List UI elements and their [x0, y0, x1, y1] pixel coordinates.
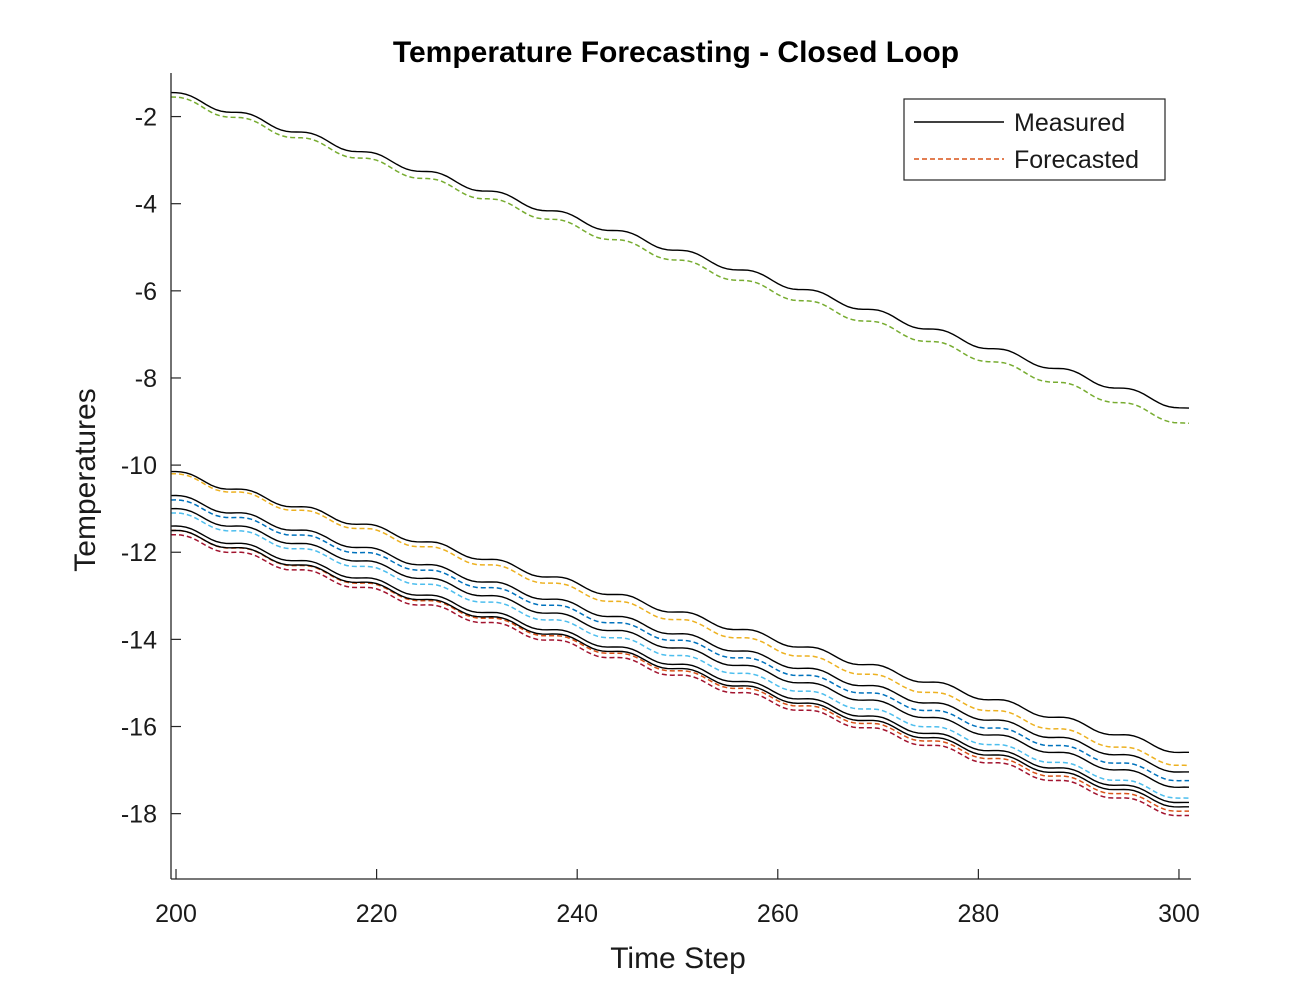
x-tick-label: 220: [356, 900, 398, 928]
series-layer: [170, 91, 1190, 817]
forecasted-series-line-6: [170, 533, 1189, 817]
y-tick-label: -18: [121, 801, 157, 829]
measured-series-line-6: [170, 529, 1189, 808]
measured-series-line-4: [170, 507, 1190, 789]
measured-series-line-2: [171, 470, 1189, 754]
measured-series-line-3: [170, 494, 1189, 773]
legend-box: [903, 98, 1166, 181]
x-axis-ticks: 200 220 240 260 280 300: [155, 869, 1200, 928]
x-tick-label: 240: [556, 900, 598, 928]
y-tick-label: -16: [121, 714, 157, 742]
x-tick-label: 300: [1158, 900, 1200, 928]
legend: Measured Forecasted: [903, 98, 1166, 181]
forecasted-series-line-4: [171, 512, 1190, 799]
legend-measured-label: Measured: [1014, 109, 1125, 137]
measured-series-line-5: [170, 525, 1189, 804]
y-tick-label: -6: [135, 278, 157, 306]
y-axis-ticks: -2 -4 -6 -8 -10 -12 -14 -16 -18: [121, 104, 181, 829]
y-tick-label: -14: [121, 626, 157, 654]
x-tick-label: 200: [155, 900, 197, 928]
y-tick-label: -2: [135, 104, 157, 132]
forecasted-series-line-2: [171, 473, 1190, 767]
y-tick-label: -8: [135, 365, 157, 393]
x-axis-label: Time Step: [610, 942, 746, 975]
measured-series-line-1: [170, 91, 1190, 409]
plot-axes: [171, 73, 1191, 879]
y-tick-label: -4: [135, 191, 157, 219]
chart-title: Temperature Forecasting - Closed Loop: [393, 36, 959, 69]
forecasted-series-line-3: [170, 499, 1189, 782]
forecasted-series-line-1: [170, 96, 1190, 425]
x-tick-label: 280: [958, 900, 1000, 928]
y-tick-label: -12: [121, 539, 157, 567]
y-axis-label: Temperatures: [69, 388, 102, 571]
x-tick-label: 260: [757, 900, 799, 928]
y-tick-label: -10: [121, 452, 157, 480]
legend-forecasted-label: Forecasted: [1014, 146, 1139, 174]
